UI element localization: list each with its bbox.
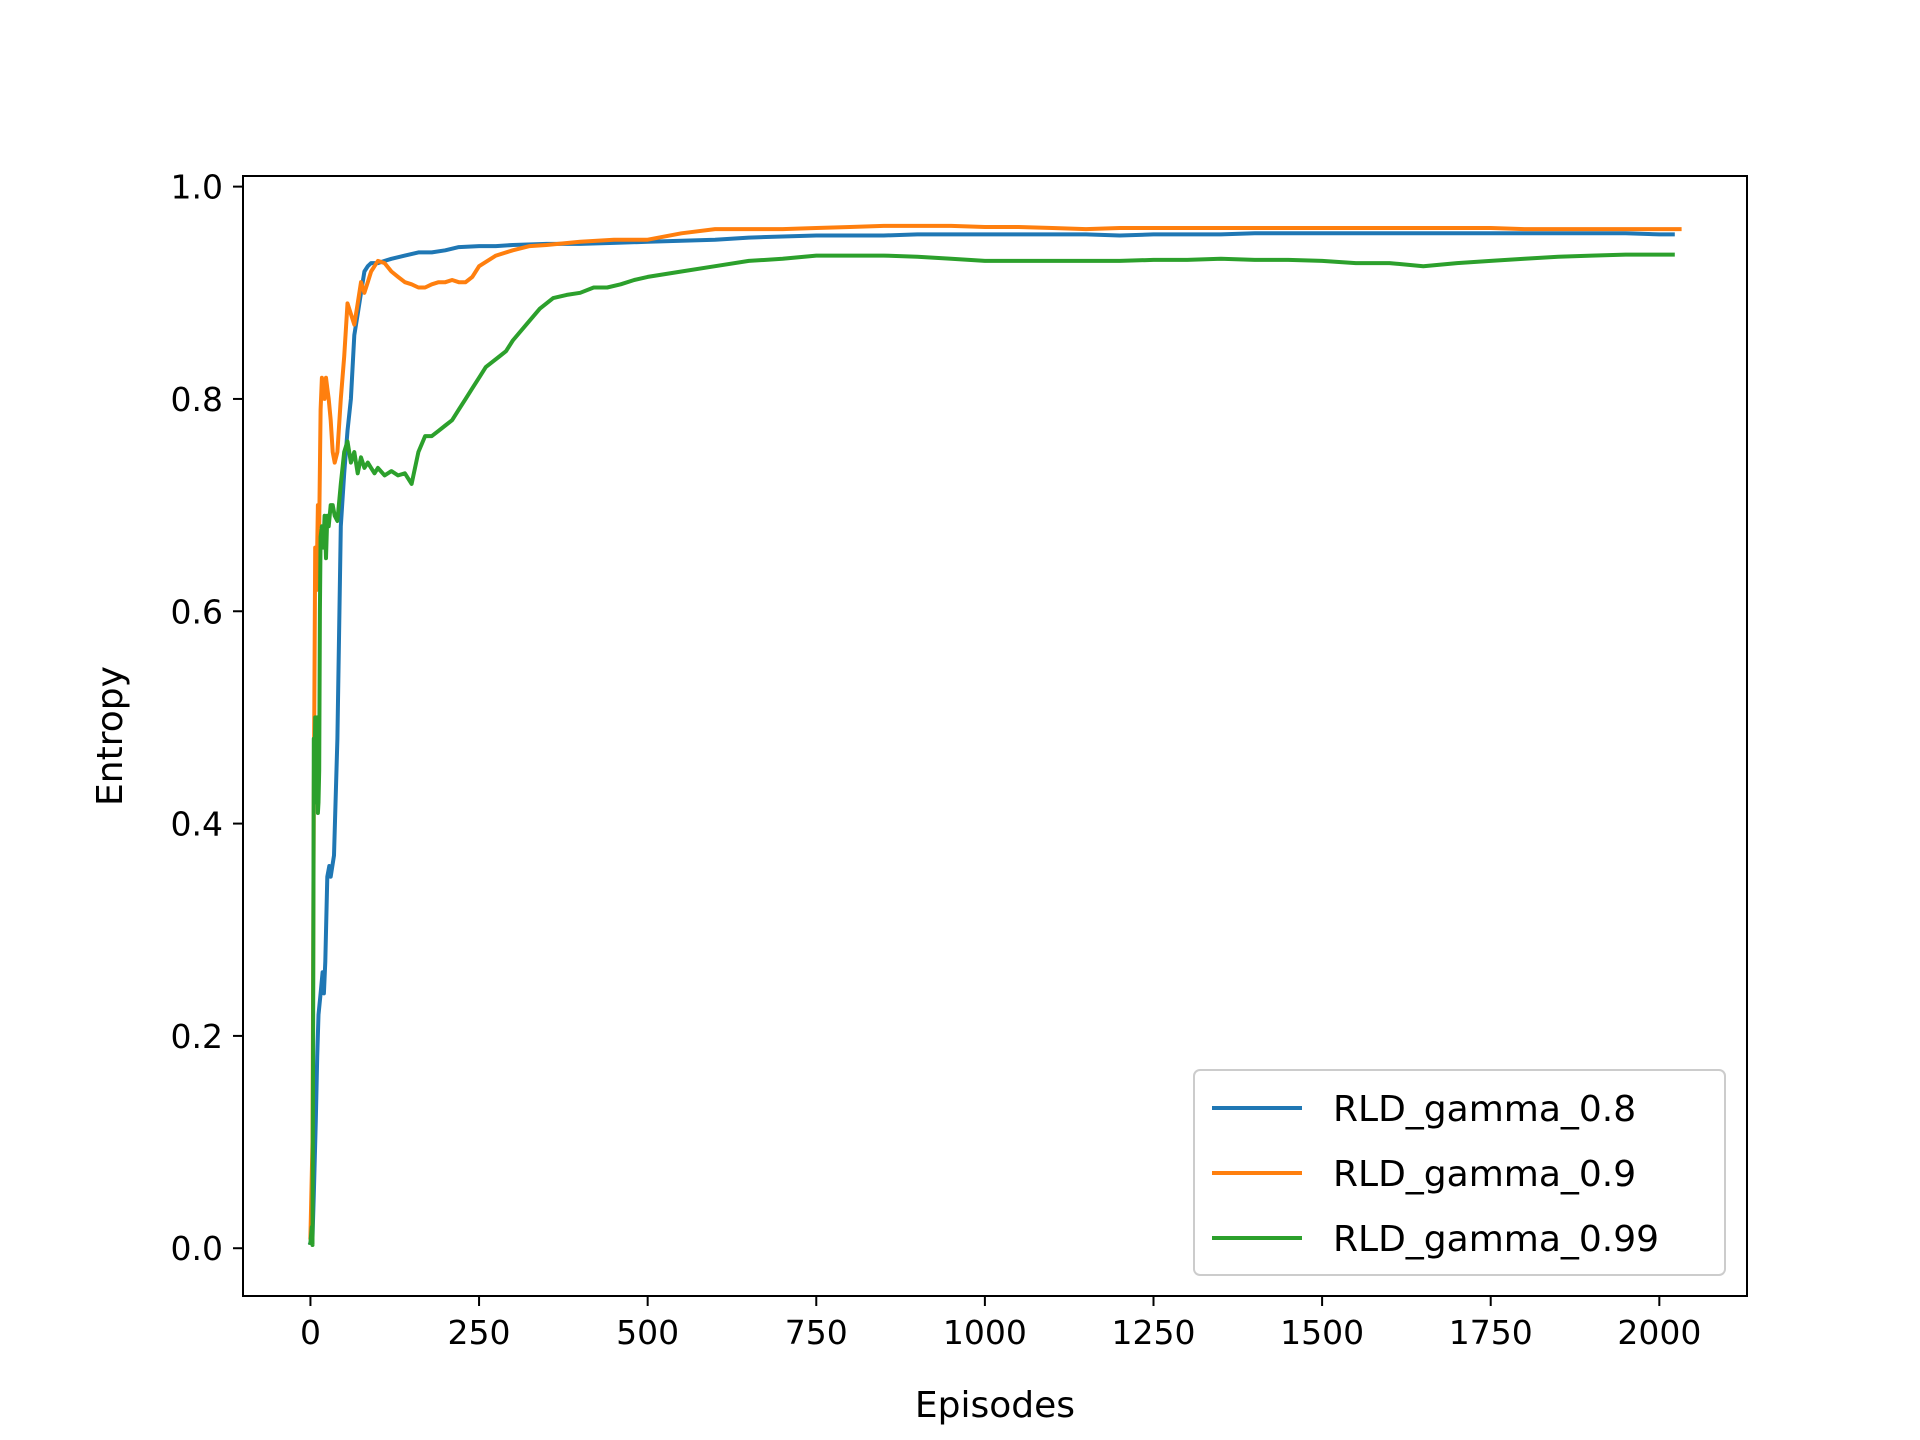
y-tick-label: 0.2 bbox=[171, 1017, 223, 1056]
legend-label: RLD_gamma_0.9 bbox=[1333, 1154, 1636, 1195]
y-tick-label: 0.8 bbox=[171, 380, 223, 419]
series-layer bbox=[307, 223, 1682, 1247]
y-tick-label: 1.0 bbox=[171, 168, 223, 207]
legend-label: RLD_gamma_0.8 bbox=[1333, 1089, 1636, 1130]
x-tick-label: 1500 bbox=[1280, 1313, 1364, 1352]
x-axis: 0 250 500 750 1000 1250 1500 1750 2000 bbox=[300, 1296, 1701, 1352]
series-line-2 bbox=[308, 223, 1682, 1240]
y-tick-label: 0.0 bbox=[171, 1229, 223, 1268]
series-line-3 bbox=[308, 252, 1675, 1247]
x-axis-label: Episodes bbox=[915, 1385, 1075, 1426]
y-axis: 0.0 0.2 0.4 0.6 0.8 1.0 bbox=[171, 168, 243, 1268]
x-tick-label: 0 bbox=[300, 1313, 321, 1352]
legend: RLD_gamma_0.8 RLD_gamma_0.9 RLD_gamma_0.99 bbox=[1193, 1069, 1726, 1276]
y-axis-label: Entropy bbox=[90, 666, 131, 806]
series-line-1 bbox=[307, 231, 1675, 1246]
y-tick-label: 0.6 bbox=[171, 592, 223, 631]
x-tick-label: 1750 bbox=[1449, 1313, 1533, 1352]
legend-label: RLD_gamma_0.99 bbox=[1333, 1219, 1659, 1260]
legend-box bbox=[1193, 1069, 1726, 1276]
x-tick-label: 2000 bbox=[1617, 1313, 1701, 1352]
x-tick-label: 1250 bbox=[1112, 1313, 1196, 1352]
x-tick-label: 250 bbox=[448, 1313, 511, 1352]
x-tick-label: 1000 bbox=[943, 1313, 1027, 1352]
plot-frame bbox=[242, 175, 1748, 1297]
y-tick-label: 0.4 bbox=[171, 805, 223, 844]
x-tick-label: 750 bbox=[785, 1313, 848, 1352]
x-tick-label: 500 bbox=[616, 1313, 679, 1352]
